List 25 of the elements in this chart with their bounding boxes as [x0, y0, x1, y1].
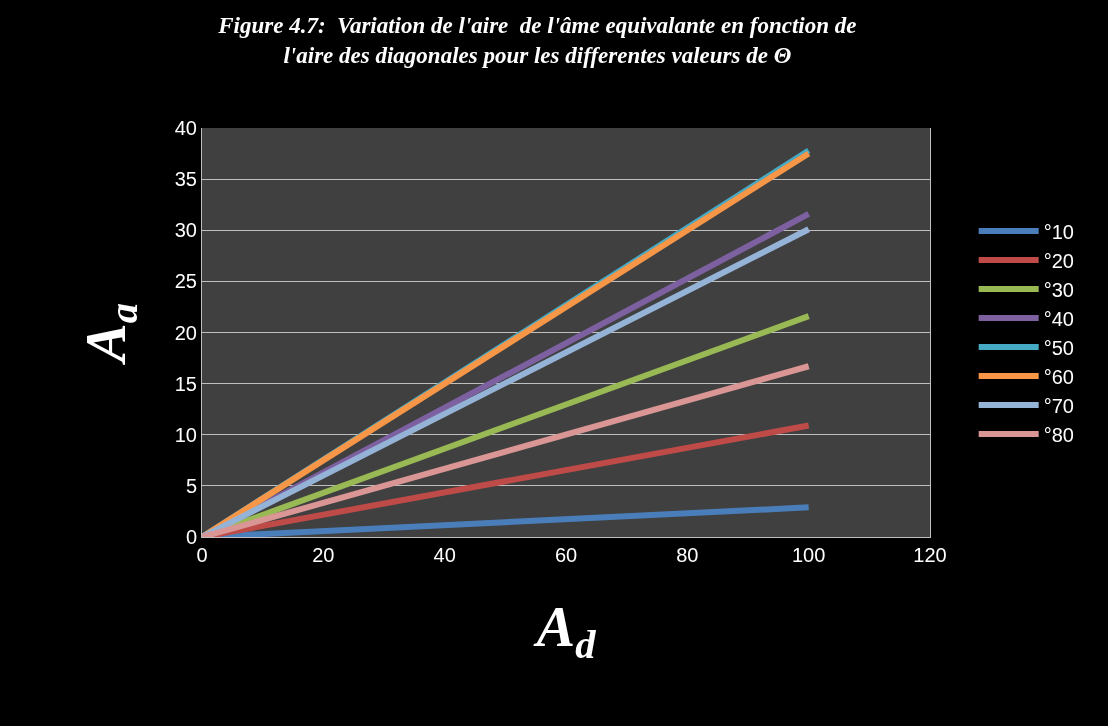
chart-title: Figure 4.7: Variation de l'aire de l'âme equivalante en fonction de l'aire des diagonales pour les differentes valeurs de Θ: [217, 12, 857, 68]
x-tick-label: 80: [676, 544, 699, 566]
x-axis-title: A$_{d}$: [533, 594, 597, 668]
legend-label: °10: [1043, 220, 1074, 243]
legend-label: °50: [1043, 336, 1074, 359]
x-tick-label: 40: [433, 544, 456, 566]
y-tick-label: 5: [185, 474, 197, 497]
x-tick-label: 100: [791, 544, 826, 566]
legend-label: °20: [1043, 249, 1074, 272]
y-tick-label: 15: [174, 372, 197, 395]
legend-label: °70: [1043, 394, 1074, 417]
y-tick-label: 35: [174, 168, 197, 191]
legend-label: °30: [1043, 278, 1074, 301]
legend-label: °80: [1043, 423, 1074, 446]
x-tick-label: 20: [312, 544, 335, 566]
y-tick-label: 25: [174, 270, 197, 293]
y-tick-label: 20: [174, 321, 197, 344]
x-tick-label: 60: [554, 544, 578, 566]
legend-label: °60: [1043, 365, 1074, 388]
legend-label: °40: [1043, 307, 1074, 330]
x-tick-label: 120: [913, 544, 947, 566]
y-tick-label: 40: [174, 117, 197, 139]
y-tick-label: 0: [185, 526, 197, 548]
y-tick-label: 30: [174, 219, 197, 242]
y-tick-label: 10: [174, 423, 197, 446]
